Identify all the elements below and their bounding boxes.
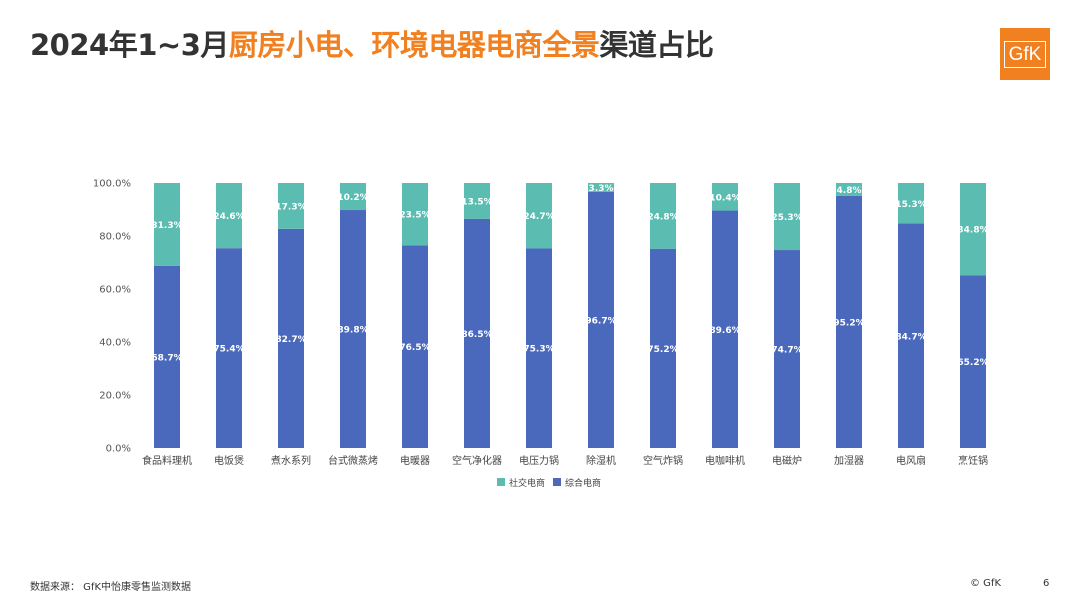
legend-label: 社交电商: [509, 477, 545, 489]
x-category-label: 电磁炉: [772, 454, 802, 467]
bar-segment-social: [836, 183, 862, 196]
x-category-label: 烹饪锅: [958, 454, 988, 467]
title-prefix: 2024年1~3月: [30, 28, 229, 62]
y-tick-label: 60.0%: [99, 285, 131, 296]
y-tick-label: 40.0%: [99, 338, 131, 349]
data-label: 89.6%: [709, 326, 740, 336]
bar-segment-social: [650, 183, 676, 249]
bar-segment-integrated: [402, 245, 428, 448]
bar-segment-social: [340, 183, 366, 211]
bar-segment-integrated: [526, 248, 552, 448]
data-label: 24.6%: [213, 212, 244, 222]
data-label: 96.7%: [585, 316, 616, 326]
data-label: 95.2%: [833, 318, 864, 328]
gfk-logo: GfK: [1000, 28, 1050, 80]
data-label: 3.3%: [589, 184, 614, 194]
y-tick-label: 80.0%: [99, 232, 131, 243]
x-category-label: 电饭煲: [214, 454, 244, 467]
bar-segment-integrated: [836, 195, 862, 448]
bar-segment-social: [960, 183, 986, 276]
data-label: 25.3%: [771, 213, 802, 223]
data-label: 75.3%: [523, 345, 554, 355]
footer-page-number: 6: [1043, 578, 1050, 589]
bar-segment-integrated: [278, 228, 304, 448]
data-label: 65.2%: [957, 358, 988, 368]
bar-segment-social: [154, 183, 180, 266]
data-label: 10.4%: [709, 193, 740, 203]
bar-segment-social: [464, 183, 490, 219]
bar-segment-social: [278, 183, 304, 229]
x-category-label: 台式微蒸烤: [328, 454, 378, 467]
data-label: 24.8%: [647, 212, 678, 222]
data-label: 74.7%: [771, 346, 802, 356]
bar-segment-integrated: [154, 265, 180, 448]
bar-segment-integrated: [960, 275, 986, 448]
bar-segment-social: [526, 183, 552, 249]
data-label: 31.3%: [151, 221, 182, 231]
bar-segment-integrated: [712, 210, 738, 448]
bar-segment-social: [712, 183, 738, 211]
x-category-label: 空气净化器: [452, 454, 502, 467]
footer-source: 数据来源： GfK中怡康零售监测数据: [30, 582, 192, 593]
x-category-label: 加湿器: [834, 455, 864, 467]
title-highlight: 厨房小电、环境电器电商全景: [228, 28, 600, 62]
x-category-label: 煮水系列: [271, 454, 311, 467]
gfk-logo-text: GfK: [1003, 40, 1047, 68]
data-label: 75.4%: [213, 345, 244, 355]
bar-segment-integrated: [340, 210, 366, 448]
bar-segment-integrated: [216, 248, 242, 448]
bar-segment-social: [774, 183, 800, 251]
bar-segment-integrated: [898, 223, 924, 448]
title-suffix: 渠道占比: [599, 28, 714, 62]
data-label: 4.8%: [837, 186, 862, 196]
bar-segment-social: [402, 183, 428, 246]
x-category-label: 电暖器: [400, 454, 430, 467]
data-label: 75.2%: [647, 345, 678, 355]
x-category-label: 电咖啡机: [705, 454, 745, 467]
bar-segment-integrated: [774, 250, 800, 448]
data-label: 17.3%: [275, 202, 306, 212]
data-label: 24.7%: [523, 212, 554, 222]
legend-label: 综合电商: [565, 477, 601, 489]
data-label: 15.3%: [895, 200, 926, 210]
data-label: 10.2%: [337, 193, 368, 203]
bar-segment-integrated: [588, 191, 614, 448]
data-label: 23.5%: [399, 211, 430, 221]
data-label: 68.7%: [151, 353, 182, 363]
data-label: 82.7%: [275, 335, 306, 345]
legend-swatch: [497, 478, 505, 486]
y-tick-label: 20.0%: [99, 391, 131, 402]
data-label: 86.5%: [461, 330, 492, 340]
bar-segment-social: [588, 183, 614, 192]
footer-copyright: © GfK: [970, 578, 1002, 589]
bar-segment-integrated: [464, 218, 490, 448]
x-category-label: 电压力锅: [519, 454, 559, 467]
bar-segment-social: [216, 183, 242, 249]
data-label: 89.8%: [337, 326, 368, 336]
y-tick-label: 100.0%: [93, 179, 131, 190]
x-category-label: 除湿机: [586, 454, 616, 467]
x-category-label: 食品料理机: [142, 454, 192, 467]
page-title: 2024年1~3月厨房小电、环境电器电商全景渠道占比: [30, 22, 714, 64]
data-label: 76.5%: [399, 343, 430, 353]
bar-segment-social: [898, 183, 924, 224]
legend-swatch: [553, 478, 561, 486]
data-label: 34.8%: [957, 226, 988, 236]
bar-segment-integrated: [650, 248, 676, 448]
x-category-label: 空气炸锅: [643, 454, 683, 467]
data-label: 84.7%: [895, 332, 926, 342]
data-label: 13.5%: [461, 197, 492, 207]
x-category-label: 电风扇: [896, 454, 926, 467]
y-tick-label: 0.0%: [106, 444, 131, 455]
